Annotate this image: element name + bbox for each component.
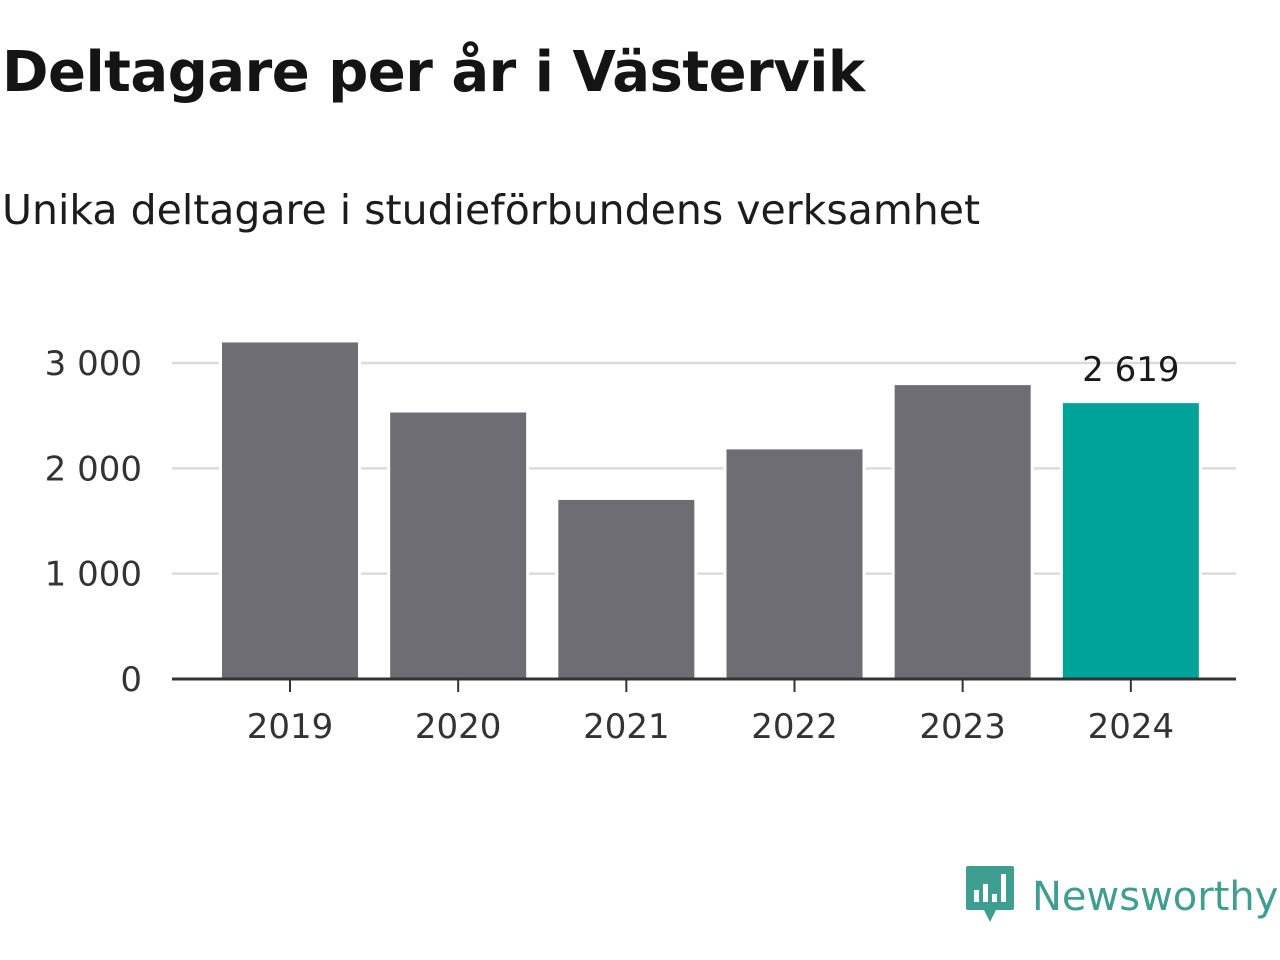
bar-2021 xyxy=(558,499,695,679)
ticks: 0 1 000 2 000 3 000 2019 2020 2021 2022 2023 2024 xyxy=(45,344,1174,747)
brand-name: Newsworthy xyxy=(1032,874,1279,920)
x-tick-label: 2023 xyxy=(919,707,1006,747)
y-tick-label: 3 000 xyxy=(45,344,142,384)
x-tick-label: 2019 xyxy=(247,707,334,747)
bar-2022 xyxy=(726,449,863,679)
bar-2024 xyxy=(1062,403,1199,679)
brand-logo: Newsworthy xyxy=(964,864,1278,930)
y-tick-label: 0 xyxy=(120,660,142,700)
x-tick-label: 2022 xyxy=(751,707,838,747)
x-tick-label: 2021 xyxy=(583,707,670,747)
x-tick-label: 2024 xyxy=(1088,707,1175,747)
data-labels: 2 619 xyxy=(1082,350,1179,390)
bars xyxy=(219,342,1202,679)
y-tick-label: 1 000 xyxy=(45,555,142,595)
bar-2019 xyxy=(222,342,358,679)
bar-2023 xyxy=(894,385,1031,679)
bar-2020 xyxy=(390,412,527,679)
chart-subtitle: Unika deltagare i studieförbundens verks… xyxy=(2,186,981,234)
chart-title: Deltagare per år i Västervik xyxy=(2,40,865,105)
bar-chart-speech-bubble-icon xyxy=(964,864,1016,930)
data-label-2024: 2 619 xyxy=(1082,350,1179,390)
x-tick-label: 2020 xyxy=(415,707,502,747)
y-tick-label: 2 000 xyxy=(45,449,142,489)
